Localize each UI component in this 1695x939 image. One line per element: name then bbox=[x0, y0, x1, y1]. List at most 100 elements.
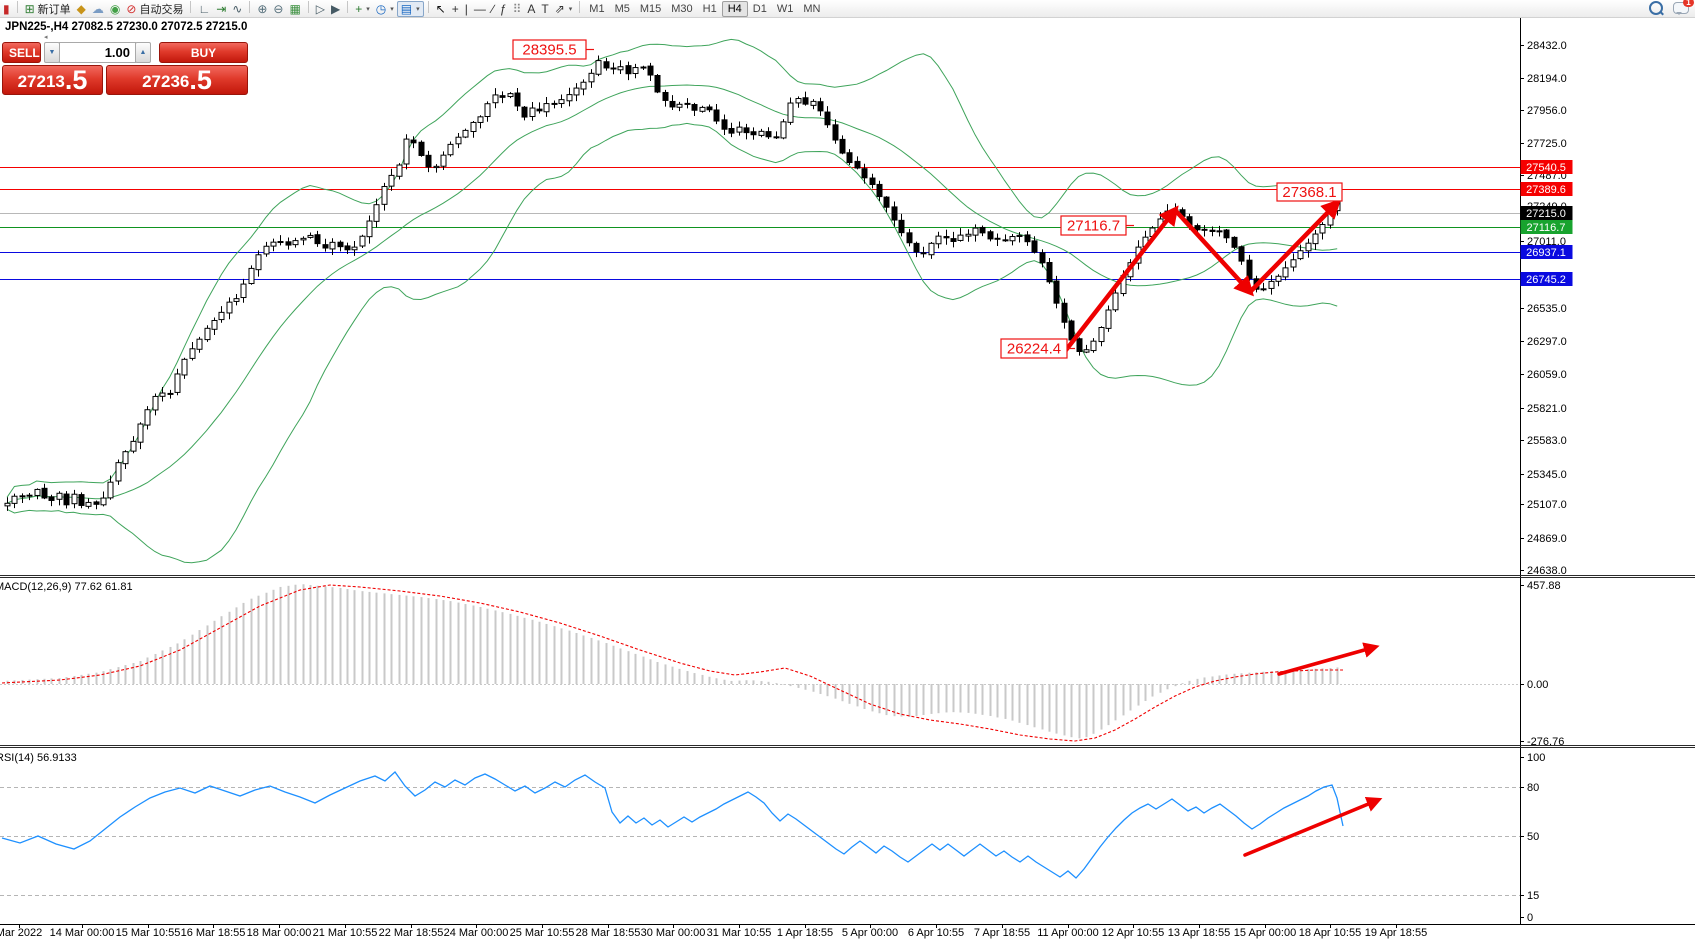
timeframe-d1[interactable]: D1 bbox=[752, 2, 767, 15]
buy-button[interactable]: BUY bbox=[159, 42, 248, 63]
channel-icon[interactable]: ⠿ bbox=[510, 1, 525, 17]
svg-text:15 Mar 10:55: 15 Mar 10:55 bbox=[116, 927, 181, 939]
template-button[interactable]: ▤ ▾ bbox=[396, 0, 424, 17]
svg-text:25345.0: 25345.0 bbox=[1527, 469, 1567, 481]
auto-scroll-icon[interactable]: ∿ bbox=[229, 1, 245, 17]
label-icon-glyph: T bbox=[541, 1, 549, 16]
svg-text:21 Mar 10:55: 21 Mar 10:55 bbox=[313, 927, 378, 939]
timeframe-m15[interactable]: M15 bbox=[639, 2, 662, 15]
timeframe-h4[interactable]: H4 bbox=[721, 0, 748, 17]
trend-arrows[interactable] bbox=[1063, 198, 1342, 353]
sell-price-frac: .5 bbox=[64, 65, 88, 95]
new-order-button-glyph: ⊞ bbox=[24, 1, 35, 16]
label-icon[interactable]: T bbox=[538, 1, 551, 17]
timeframe-w1[interactable]: W1 bbox=[776, 2, 794, 15]
macd-axis[interactable]: 457.88 0.00 -276.76 bbox=[1520, 580, 1564, 748]
tester-start-icon[interactable]: ▶ bbox=[328, 1, 343, 17]
tile-windows-icon[interactable]: ▦ bbox=[286, 1, 303, 17]
chart-shift-icon[interactable]: ⇥ bbox=[213, 1, 229, 17]
chart-shift-icon-glyph: ⇥ bbox=[216, 1, 227, 16]
search-icon[interactable] bbox=[1649, 1, 1663, 15]
crosshair-icon-glyph: + bbox=[451, 1, 459, 16]
timeframe-mn[interactable]: MN bbox=[803, 2, 821, 15]
cursor-icon[interactable]: ↖ bbox=[433, 1, 449, 17]
svg-text:27725.0: 27725.0 bbox=[1527, 138, 1567, 150]
chevron-down-icon: ▾ bbox=[568, 5, 573, 13]
zoom-out-icon[interactable]: ⊖ bbox=[270, 1, 286, 17]
gold-bar-icon[interactable]: ◆ bbox=[74, 1, 89, 17]
window-edge-icon-glyph: ▮ bbox=[3, 1, 10, 16]
svg-text:-276.76: -276.76 bbox=[1527, 736, 1564, 748]
chart-frame bbox=[0, 17, 1695, 925]
timeframe-m1[interactable]: M1 bbox=[589, 2, 605, 15]
timeframe-h1[interactable]: H1 bbox=[702, 2, 717, 15]
svg-text:14 Mar 00:00: 14 Mar 00:00 bbox=[50, 927, 115, 939]
main-price-pane[interactable] bbox=[0, 38, 1520, 564]
new-order-button-label: 新订单 bbox=[37, 3, 71, 16]
svg-text:0: 0 bbox=[1527, 912, 1533, 924]
fibonacci-icon[interactable]: ƒ bbox=[497, 1, 510, 17]
rsi-label: RSI(14) 56.9133 bbox=[0, 752, 77, 764]
sell-price-box[interactable]: 27213.5 bbox=[2, 65, 103, 95]
macd-trend-arrow[interactable] bbox=[1277, 642, 1380, 676]
rsi-pane[interactable] bbox=[0, 771, 1520, 896]
autotrading-button[interactable]: ⊘ 自动交易 bbox=[123, 1, 186, 17]
volume-input[interactable] bbox=[59, 42, 136, 63]
chevron-down-icon: ▾ bbox=[366, 5, 370, 13]
buy-price-box[interactable]: 27236.5 bbox=[106, 65, 248, 95]
svg-text:24869.0: 24869.0 bbox=[1527, 533, 1567, 545]
svg-text:15 Apr 00:00: 15 Apr 00:00 bbox=[1234, 927, 1296, 939]
timeframe-m30[interactable]: M30 bbox=[671, 2, 693, 15]
panel-collapse-icon[interactable]: ◂ bbox=[44, 34, 48, 41]
volume-down-button[interactable]: ▼ bbox=[44, 42, 60, 63]
cloud-icon[interactable]: ☁ bbox=[89, 1, 107, 17]
periods-button[interactable]: ◷ ▾ bbox=[373, 1, 397, 17]
shapes-button[interactable]: ⇗ ▾ bbox=[552, 1, 576, 17]
svg-text:13 Apr 18:55: 13 Apr 18:55 bbox=[1168, 927, 1230, 939]
candlestick-series bbox=[4, 55, 1341, 511]
horizontal-line-icon[interactable]: — bbox=[471, 1, 489, 17]
autotrading-button-label: 自动交易 bbox=[139, 3, 184, 16]
svg-text:27116.7: 27116.7 bbox=[1067, 218, 1120, 235]
strategy-tester-icon[interactable]: ▷ bbox=[313, 1, 328, 17]
svg-text:27956.0: 27956.0 bbox=[1527, 105, 1567, 117]
channel-icon-glyph: ⠿ bbox=[512, 1, 522, 16]
svg-text:28194.0: 28194.0 bbox=[1527, 73, 1567, 85]
rsi-trend-arrow[interactable] bbox=[1243, 796, 1383, 857]
toolbar-separator bbox=[427, 0, 429, 13]
trendline-icon[interactable]: ∕ bbox=[489, 1, 497, 17]
time-axis[interactable]: Mar 2022 14 Mar 00:00 15 Mar 10:55 16 Mar 1… bbox=[0, 924, 1427, 939]
price-annotations[interactable]: 28395.5 27368.1 27116.7 26224.4 bbox=[512, 39, 1343, 359]
timeframe-m5[interactable]: M5 bbox=[614, 2, 630, 15]
symbol-ohlc-line: JPN225-,H4 27082.5 27230.0 27072.5 27215… bbox=[5, 21, 248, 33]
text-icon[interactable]: A bbox=[524, 1, 538, 17]
add-indicator-button-glyph: + bbox=[355, 1, 363, 16]
signal-icon[interactable]: ◉ bbox=[107, 1, 123, 17]
vertical-line-icon-glyph: | bbox=[464, 1, 468, 16]
svg-text:6 Apr 10:55: 6 Apr 10:55 bbox=[908, 927, 964, 939]
shapes-button-glyph: ⇗ bbox=[554, 1, 565, 16]
new-order-button[interactable]: ⊞ 新订单 bbox=[22, 1, 74, 17]
add-indicator-button[interactable]: + ▾ bbox=[352, 1, 373, 17]
window-edge-icon[interactable]: ▮ bbox=[0, 1, 13, 17]
sell-button[interactable]: SELL bbox=[2, 42, 41, 63]
chat-icon[interactable]: 1 bbox=[1673, 0, 1694, 15]
zoom-in-icon-glyph: ⊕ bbox=[257, 1, 268, 16]
svg-text:22 Mar 18:55: 22 Mar 18:55 bbox=[379, 927, 444, 939]
macd-pane[interactable] bbox=[0, 584, 1520, 742]
volume-up-button[interactable]: ▲ bbox=[135, 42, 151, 63]
crosshair-icon[interactable]: + bbox=[449, 1, 462, 17]
zoom-in-icon[interactable]: ⊕ bbox=[254, 1, 270, 17]
price-axis[interactable]: 28432.028194.027956.027725.027487.027249… bbox=[1520, 40, 1573, 577]
toolbar-separator bbox=[307, 0, 309, 13]
svg-text:27368.1: 27368.1 bbox=[1282, 184, 1336, 201]
toolbar-separator bbox=[190, 0, 192, 13]
vertical-line-icon[interactable]: | bbox=[462, 1, 471, 17]
toolbar-right: 1 bbox=[1649, 0, 1694, 15]
rsi-axis[interactable]: 100 80 50 15 0 bbox=[1520, 752, 1545, 924]
scale-fix-icon[interactable]: ∟ bbox=[195, 1, 213, 17]
cloud-icon-glyph: ☁ bbox=[91, 1, 104, 16]
strategy-tester-icon-glyph: ▷ bbox=[315, 1, 326, 16]
